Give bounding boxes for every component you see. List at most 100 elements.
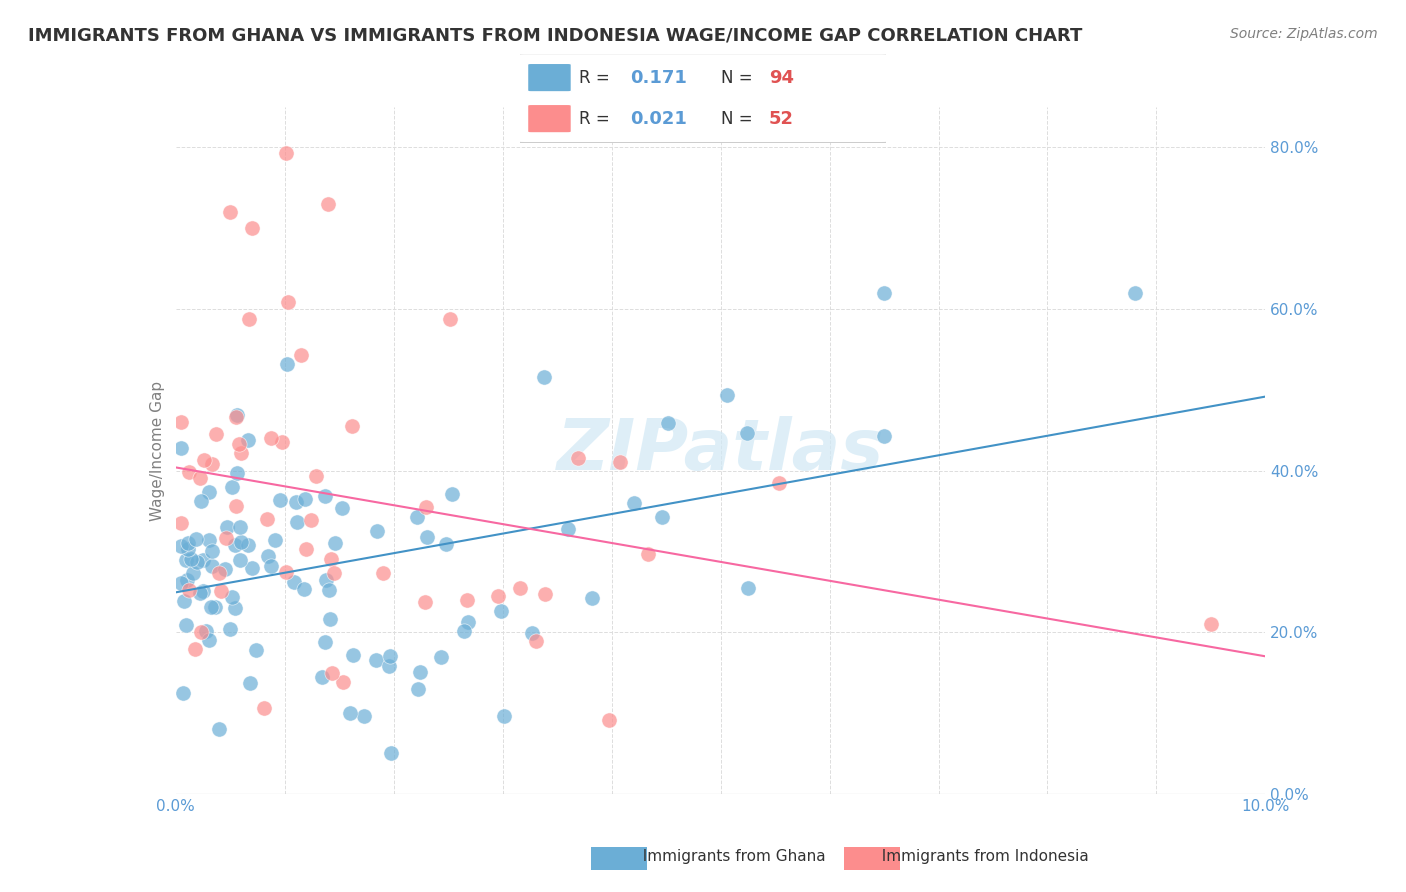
Immigrants from Indonesia bbox=[188, 471, 211, 485]
Immigrants from Ghana bbox=[181, 566, 204, 580]
Immigrants from Indonesia bbox=[170, 516, 193, 530]
Immigrants from Ghana bbox=[366, 653, 388, 667]
Immigrants from Indonesia bbox=[318, 197, 340, 211]
Immigrants from Ghana bbox=[180, 552, 202, 566]
Immigrants from Ghana bbox=[873, 285, 896, 300]
Immigrants from Ghana bbox=[218, 622, 240, 636]
Immigrants from Ghana bbox=[195, 624, 218, 639]
Immigrants from Indonesia bbox=[179, 583, 201, 598]
Immigrants from Ghana bbox=[177, 536, 200, 550]
Immigrants from Ghana bbox=[716, 388, 738, 402]
Immigrants from Ghana bbox=[201, 558, 224, 573]
Immigrants from Ghana bbox=[186, 555, 208, 569]
Immigrants from Ghana bbox=[170, 540, 193, 554]
Immigrants from Ghana bbox=[231, 534, 253, 549]
Immigrants from Ghana bbox=[353, 708, 375, 723]
FancyBboxPatch shape bbox=[827, 840, 917, 876]
Immigrants from Ghana bbox=[489, 603, 512, 617]
Immigrants from Ghana bbox=[378, 659, 401, 673]
Text: 52: 52 bbox=[769, 110, 794, 128]
Immigrants from Indonesia bbox=[768, 476, 790, 491]
Immigrants from Indonesia bbox=[201, 457, 224, 471]
Immigrants from Ghana bbox=[311, 669, 333, 683]
Immigrants from Indonesia bbox=[290, 348, 312, 362]
FancyBboxPatch shape bbox=[527, 104, 571, 133]
Text: Immigrants from Indonesia: Immigrants from Indonesia bbox=[872, 849, 1088, 863]
Text: Immigrants from Ghana: Immigrants from Ghana bbox=[633, 849, 825, 863]
Immigrants from Indonesia bbox=[225, 409, 247, 424]
Immigrants from Ghana bbox=[457, 615, 479, 629]
Immigrants from Indonesia bbox=[342, 418, 364, 433]
Immigrants from Ghana bbox=[224, 601, 246, 615]
Immigrants from Indonesia bbox=[209, 584, 232, 599]
Immigrants from Ghana bbox=[198, 533, 221, 547]
Immigrants from Indonesia bbox=[598, 714, 620, 728]
Immigrants from Indonesia bbox=[214, 531, 236, 545]
Immigrants from Indonesia bbox=[274, 145, 297, 160]
Immigrants from Indonesia bbox=[240, 221, 263, 235]
Immigrants from Indonesia bbox=[271, 435, 294, 450]
Text: Source: ZipAtlas.com: Source: ZipAtlas.com bbox=[1230, 27, 1378, 41]
Immigrants from Ghana bbox=[229, 520, 252, 534]
Immigrants from Ghana bbox=[581, 591, 603, 605]
Immigrants from Ghana bbox=[264, 533, 287, 547]
Immigrants from Ghana bbox=[174, 553, 197, 567]
Immigrants from Indonesia bbox=[305, 469, 328, 483]
Immigrants from Ghana bbox=[259, 559, 281, 574]
Immigrants from Ghana bbox=[434, 536, 457, 550]
Immigrants from Indonesia bbox=[277, 295, 299, 310]
Immigrants from Ghana bbox=[190, 494, 212, 508]
Immigrants from Indonesia bbox=[456, 593, 478, 607]
Immigrants from Indonesia bbox=[1199, 617, 1222, 632]
Immigrants from Ghana bbox=[319, 612, 342, 626]
Immigrants from Ghana bbox=[239, 676, 262, 690]
Immigrants from Ghana bbox=[429, 650, 451, 665]
Immigrants from Indonesia bbox=[295, 542, 318, 557]
Immigrants from Ghana bbox=[276, 358, 298, 372]
Immigrants from Ghana bbox=[225, 408, 247, 422]
Immigrants from Indonesia bbox=[253, 700, 276, 714]
Immigrants from Ghana bbox=[522, 626, 544, 640]
Immigrants from Ghana bbox=[378, 648, 401, 663]
Immigrants from Ghana bbox=[225, 466, 247, 480]
Immigrants from Indonesia bbox=[190, 624, 212, 639]
Text: IMMIGRANTS FROM GHANA VS IMMIGRANTS FROM INDONESIA WAGE/INCOME GAP CORRELATION C: IMMIGRANTS FROM GHANA VS IMMIGRANTS FROM… bbox=[28, 27, 1083, 45]
Immigrants from Indonesia bbox=[439, 312, 461, 326]
Immigrants from Ghana bbox=[339, 706, 361, 720]
Text: N =: N = bbox=[721, 110, 758, 128]
Immigrants from Ghana bbox=[198, 632, 221, 647]
Immigrants from Ghana bbox=[173, 594, 195, 608]
Immigrants from Ghana bbox=[200, 599, 222, 614]
FancyBboxPatch shape bbox=[574, 840, 664, 876]
Immigrants from Ghana bbox=[623, 496, 645, 510]
Text: 94: 94 bbox=[769, 69, 794, 87]
Immigrants from Ghana bbox=[197, 485, 219, 500]
Immigrants from Indonesia bbox=[321, 666, 343, 681]
Immigrants from Ghana bbox=[176, 574, 198, 588]
Immigrants from Ghana bbox=[170, 441, 193, 455]
Immigrants from Ghana bbox=[221, 480, 243, 494]
Immigrants from Indonesia bbox=[524, 634, 547, 648]
Immigrants from Ghana bbox=[330, 501, 353, 516]
Immigrants from Ghana bbox=[440, 487, 463, 501]
Immigrants from Ghana bbox=[342, 648, 364, 663]
Immigrants from Indonesia bbox=[299, 513, 322, 527]
Immigrants from Ghana bbox=[193, 583, 215, 598]
Immigrants from Indonesia bbox=[323, 566, 346, 580]
Text: 0.171: 0.171 bbox=[630, 69, 686, 87]
Immigrants from Ghana bbox=[177, 541, 200, 556]
Immigrants from Indonesia bbox=[567, 451, 589, 466]
Immigrants from Ghana bbox=[208, 723, 231, 737]
Immigrants from Indonesia bbox=[225, 499, 247, 513]
Immigrants from Ghana bbox=[176, 618, 198, 632]
Immigrants from Ghana bbox=[314, 635, 336, 649]
Immigrants from Ghana bbox=[221, 591, 243, 605]
Immigrants from Ghana bbox=[224, 538, 246, 552]
Immigrants from Ghana bbox=[217, 520, 239, 534]
Immigrants from Ghana bbox=[269, 493, 291, 508]
Immigrants from Ghana bbox=[170, 576, 193, 591]
Immigrants from Ghana bbox=[1123, 285, 1146, 300]
Immigrants from Ghana bbox=[873, 428, 896, 442]
Immigrants from Indonesia bbox=[208, 566, 231, 580]
Immigrants from Ghana bbox=[533, 370, 555, 384]
